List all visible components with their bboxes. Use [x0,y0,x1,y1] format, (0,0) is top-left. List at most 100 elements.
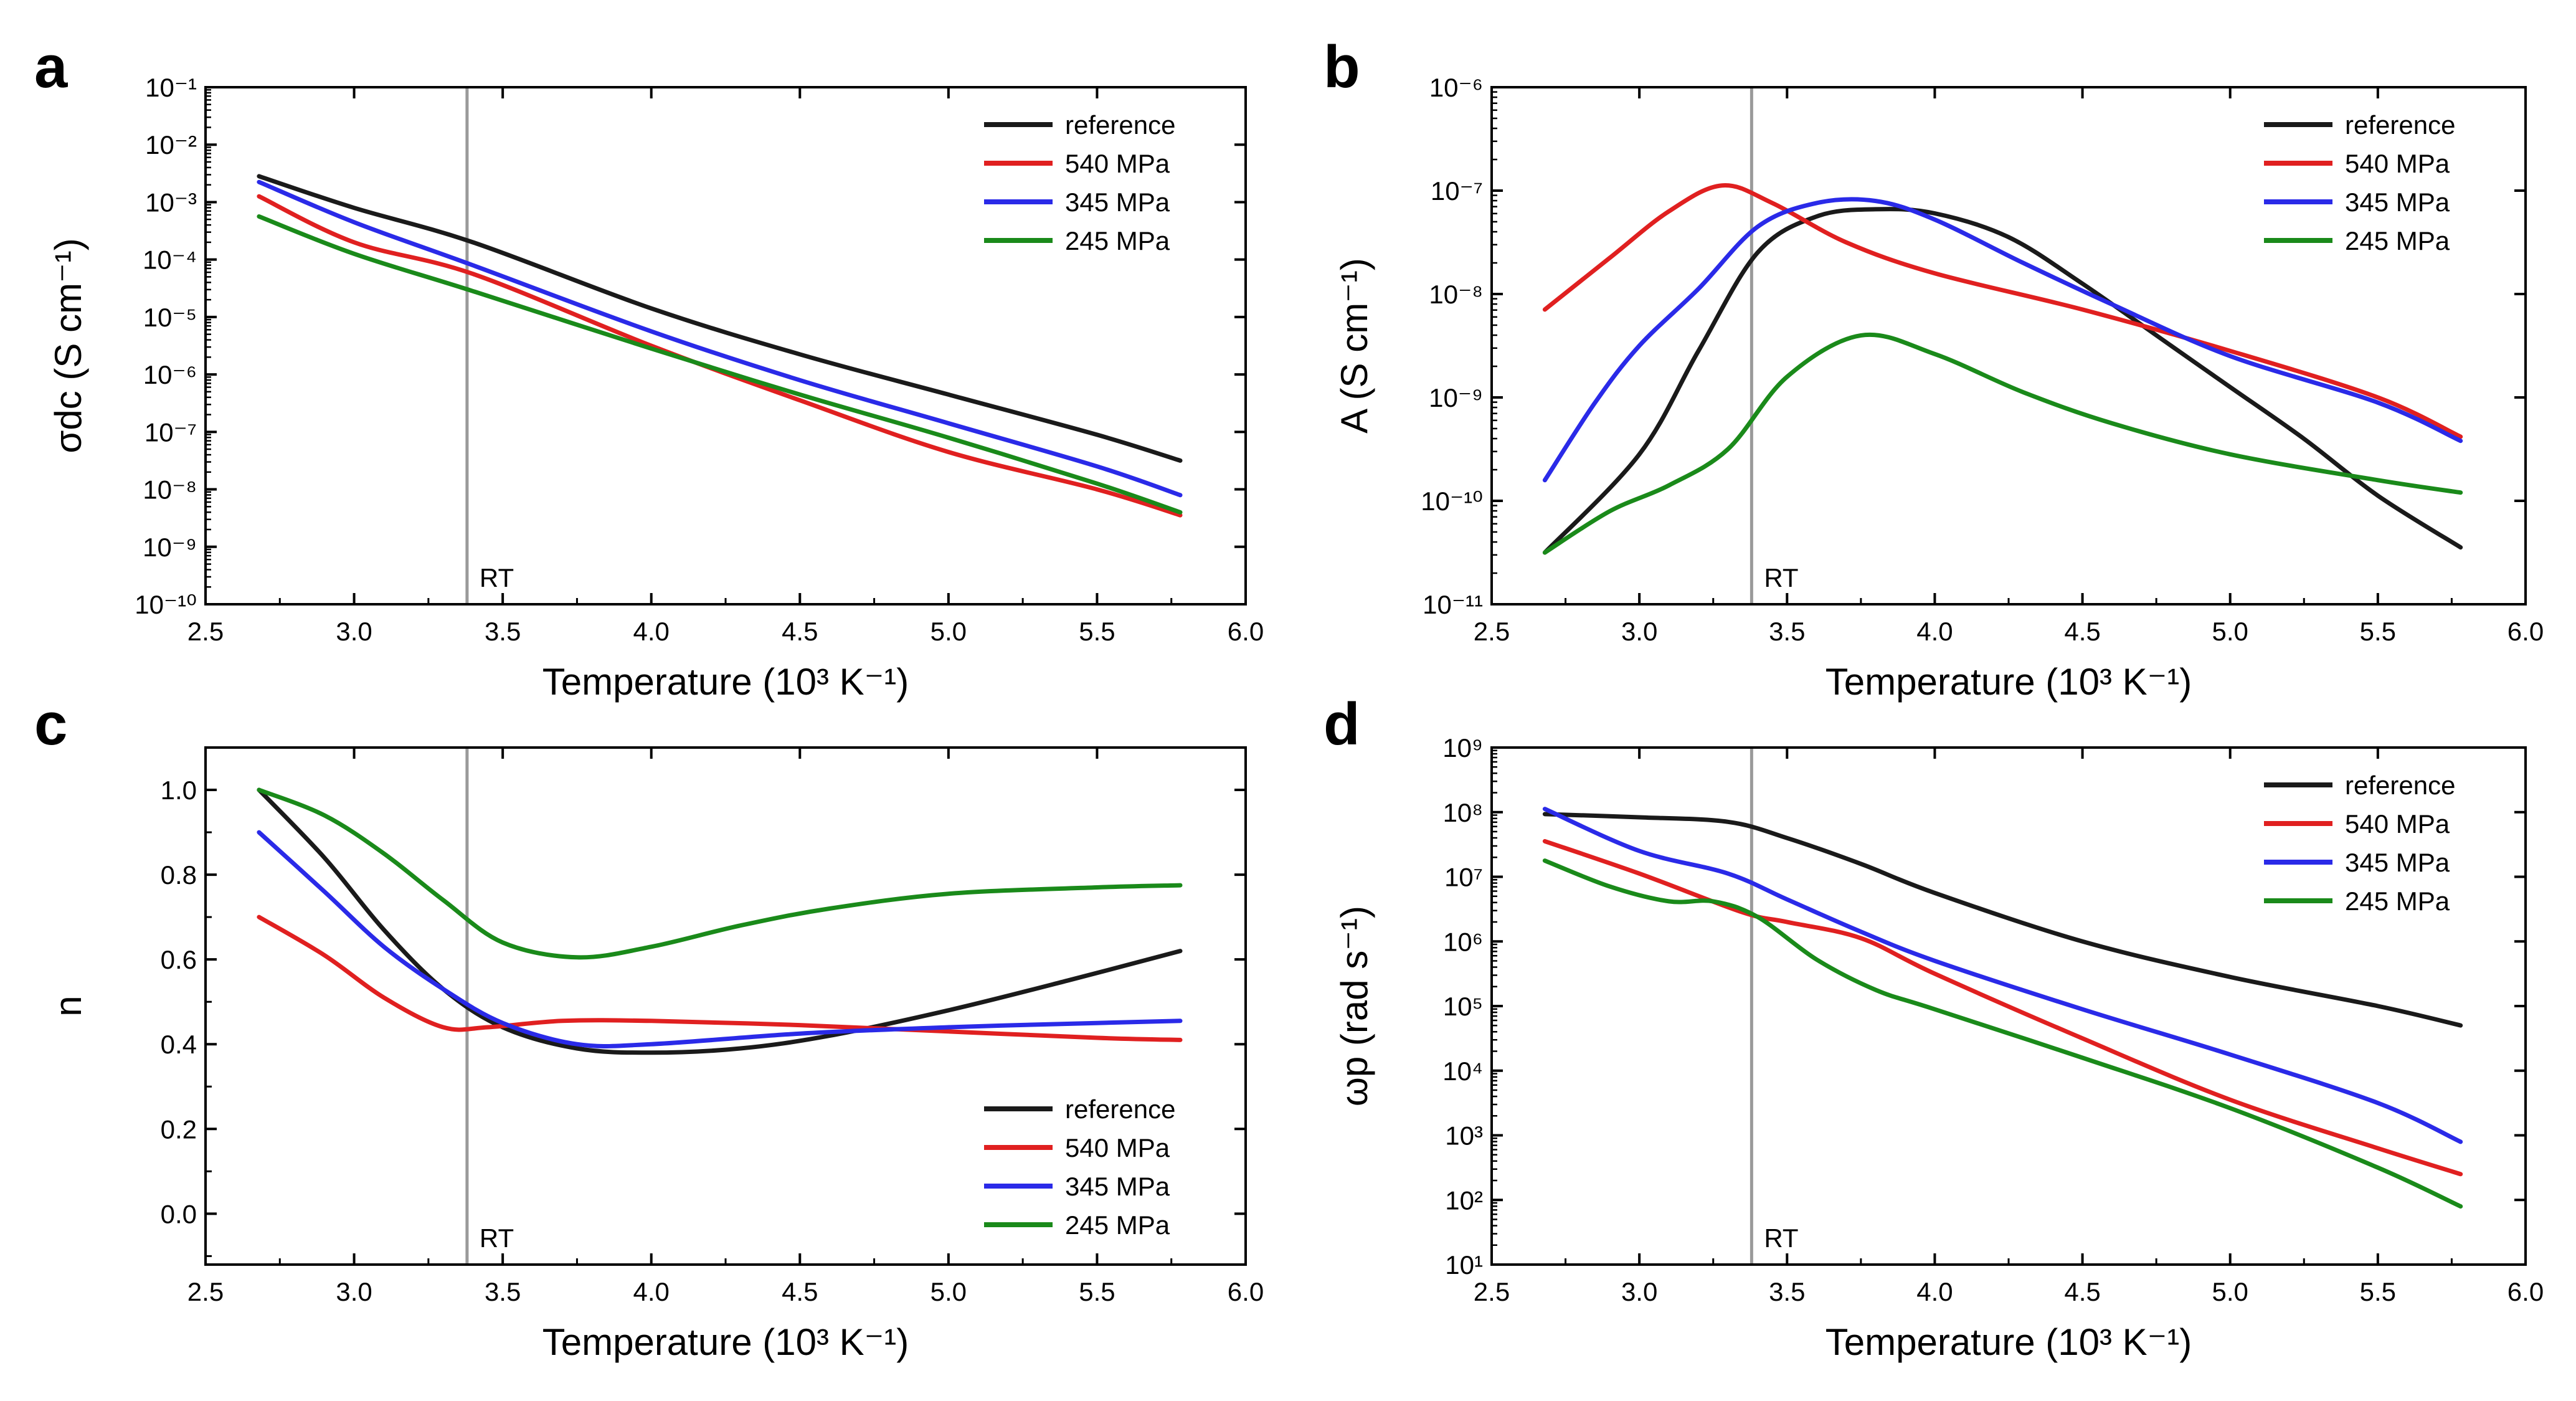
panel-a-ytick-label: 10⁻⁷ [144,417,197,447]
panel-c-series-line-1 [257,914,1183,1042]
panel-d-legend-label-2: 345 MPa [2345,848,2450,877]
panel-a-xtick-label: 3.0 [336,617,372,646]
panel-d-ytick-label: 10² [1445,1185,1483,1215]
panel-d-x-axis-title: Temperature (10³ K⁻¹) [1825,1321,2192,1363]
panel-c-x-axis-title: Temperature (10³ K⁻¹) [542,1321,909,1363]
panel-d-legend-label-3: 245 MPa [2345,886,2450,916]
panel-c-legend-label-0: reference [1065,1095,1175,1124]
panel-a-xtick-label: 2.5 [187,617,224,646]
panel-d-ytick-label: 10⁵ [1443,992,1483,1021]
panel-b-series-group [1542,183,2463,555]
panel-c-rt-label: RT [480,1223,514,1253]
panel-a-y-axis-title: σdc (S cm⁻¹) [47,238,89,453]
panel-b-xtick-label: 2.5 [1474,617,1510,646]
panel-c-ytick-label: 0.2 [161,1114,197,1144]
panel-a-ytick-label: 10⁻¹ [145,73,197,102]
panel-d: d RT 2.5 3.0 3.5 4.0 4.5 5.0 5.5 6.0 10¹ 10² 10³ 10⁴ 1… [1324,691,2544,1363]
panel-b-ytick-label: 10⁻⁹ [1429,383,1483,412]
panel-c-legend-label-1: 540 MPa [1065,1133,1170,1162]
panel-b-series-line-3 [1542,332,2463,555]
panel-c-xtick-label: 5.0 [930,1277,967,1306]
panel-b-legend-label-2: 345 MPa [2345,188,2450,217]
panel-b-ytick-label: 10⁻⁶ [1429,73,1483,102]
panel-a-legend-label-1: 540 MPa [1065,149,1170,178]
panel-b-xtick-label: 4.0 [1916,617,1953,646]
panel-b-xtick-label: 5.0 [2212,617,2248,646]
panel-d-y-axis-title: ωp (rad s⁻¹) [1333,906,1375,1106]
panel-d-xtick-label: 3.0 [1621,1277,1657,1306]
panel-c-xtick-label: 6.0 [1228,1277,1264,1306]
panel-d-legend: reference 540 MPa 345 MPa 245 MPa [2264,771,2455,916]
panel-c: c RT 2.5 3.0 3.5 4.0 4.5 5.0 5.5 6.0 0.0 0.2 0.4 0.6 0… [34,691,1264,1363]
panel-c-xtick-label: 4.5 [782,1277,818,1306]
panel-d-legend-label-0: reference [2345,771,2455,800]
panel-a-legend-label-2: 345 MPa [1065,188,1170,217]
panel-d-ytick-label: 10⁹ [1442,733,1483,762]
panel-a-series-group [257,174,1183,518]
panel-a-ytick-label: 10⁻² [145,130,197,159]
panel-d-legend-label-1: 540 MPa [2345,809,2450,838]
panel-c-legend: reference 540 MPa 345 MPa 245 MPa [984,1095,1175,1240]
panel-a-letter: a [34,34,68,100]
panel-d-ytick-label: 10⁶ [1443,927,1483,956]
panel-b-legend-label-1: 540 MPa [2345,149,2450,178]
panel-a-ytick-label: 10⁻⁶ [143,360,197,389]
panel-c-ytick-label: 1.0 [161,776,197,805]
panel-d-letter: d [1324,691,1360,757]
panel-c-series-line-2 [257,830,1183,1048]
panel-a-ytick-label: 10⁻⁹ [143,533,197,562]
panel-c-legend-label-3: 245 MPa [1065,1210,1170,1240]
panel-b-ytick-label: 10⁻¹⁰ [1421,487,1483,516]
panel-b-legend: reference 540 MPa 345 MPa 245 MPa [2264,110,2455,255]
panel-b-legend-label-3: 245 MPa [2345,226,2450,255]
panel-d-xtick-label: 5.5 [2360,1277,2396,1306]
panel-d-xtick-label: 3.5 [1769,1277,1805,1306]
panel-d-xtick-label: 6.0 [2507,1277,2544,1306]
panel-b-ytick-label: 10⁻¹¹ [1423,590,1483,619]
panel-b-xtick-label: 6.0 [2507,617,2544,646]
panel-a-ytick-label: 10⁻⁴ [143,245,197,275]
panel-d-ytick-label: 10¹ [1445,1250,1483,1280]
panel-b-xtick-label: 4.5 [2064,617,2100,646]
panel-a-xtick-label: 4.5 [782,617,818,646]
panel-c-xtick-label: 3.5 [485,1277,521,1306]
panel-b-xtick-label: 5.5 [2360,617,2396,646]
panel-b-rt-label: RT [1764,563,1798,592]
panel-a-xtick-label: 6.0 [1228,617,1264,646]
panel-a-series-line-3 [257,214,1183,515]
panel-c-xtick-label: 4.0 [633,1277,670,1306]
panel-a-series-line-0 [257,174,1183,463]
panel-c-y-axis-title: n [47,995,89,1016]
panel-c-letter: c [34,691,67,757]
panel-c-series-line-0 [257,787,1183,1055]
panel-a-legend-label-3: 245 MPa [1065,226,1170,255]
panel-d-ytick-label: 10⁷ [1444,863,1483,892]
panel-a-xtick-label: 4.0 [633,617,670,646]
panel-a-ytick-label: 10⁻³ [145,188,197,217]
panel-c-xtick-label: 5.5 [1079,1277,1115,1306]
panel-d-ytick-label: 10⁸ [1443,798,1483,827]
panel-d-ytick-label: 10³ [1445,1121,1483,1151]
panel-c-ytick-label: 0.0 [161,1199,197,1228]
panel-c-xtick-label: 2.5 [187,1277,224,1306]
panel-a-xtick-label: 5.5 [1079,617,1115,646]
panel-a-xtick-label: 5.0 [930,617,967,646]
panel-b-series-line-1 [1542,183,2463,439]
panel-c-ytick-label: 0.8 [161,860,197,890]
panel-c-ytick-label: 0.6 [161,945,197,974]
panel-a: a RT 2.5 3.0 3.5 4.0 4.5 5.0 5.5 6.0 10⁻¹⁰ 10⁻⁹ 10⁻⁸… [34,34,1264,703]
panel-d-ytick-label: 10⁴ [1442,1057,1483,1086]
panel-a-ytick-label: 10⁻⁵ [143,303,197,332]
panel-b: b RT 2.5 3.0 3.5 4.0 4.5 5.0 5.5 6.0 10⁻¹¹ 10⁻¹⁰ 10⁻… [1324,34,2544,703]
panel-b-series-line-2 [1542,197,2463,483]
panel-b-x-axis-title: Temperature (10³ K⁻¹) [1825,661,2192,703]
panel-b-letter: b [1324,34,1360,100]
panel-a-series-line-2 [257,179,1183,498]
panel-d-rt-label: RT [1764,1223,1798,1253]
panel-a-legend-label-0: reference [1065,110,1175,140]
panel-b-series-line-0 [1542,207,2463,555]
panel-a-x-axis-title: Temperature (10³ K⁻¹) [542,661,909,703]
panel-b-ytick-label: 10⁻⁷ [1431,176,1483,206]
panel-b-xtick-label: 3.5 [1769,617,1805,646]
